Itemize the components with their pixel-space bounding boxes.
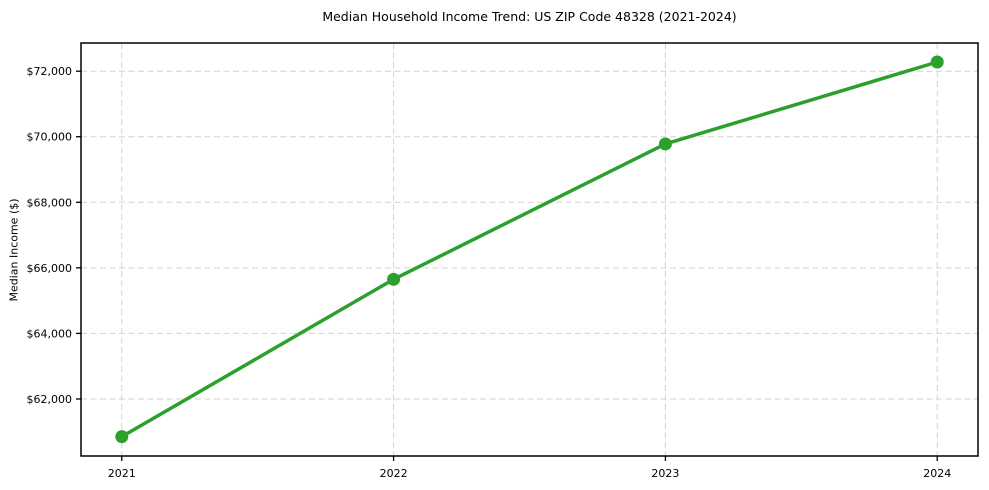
data-point-marker <box>115 430 129 444</box>
x-tick-label: 2023 <box>651 467 679 480</box>
y-tick-label: $62,000 <box>27 393 73 406</box>
data-point-marker <box>930 55 944 69</box>
y-tick-label: $64,000 <box>27 327 73 340</box>
x-tick-label: 2024 <box>923 467 951 480</box>
data-line <box>120 60 939 439</box>
chart-title: Median Household Income Trend: US ZIP Co… <box>322 9 737 24</box>
axes-box <box>80 42 979 457</box>
x-tick-label: 2022 <box>380 467 408 480</box>
y-tick-label: $72,000 <box>27 65 73 78</box>
data-point-marker <box>658 137 672 151</box>
y-tick-label: $66,000 <box>27 262 73 275</box>
y-tick-label: $70,000 <box>27 131 73 144</box>
data-point-marker <box>387 272 401 286</box>
y-tick-label: $68,000 <box>27 196 73 209</box>
x-tick-label: 2021 <box>108 467 136 480</box>
